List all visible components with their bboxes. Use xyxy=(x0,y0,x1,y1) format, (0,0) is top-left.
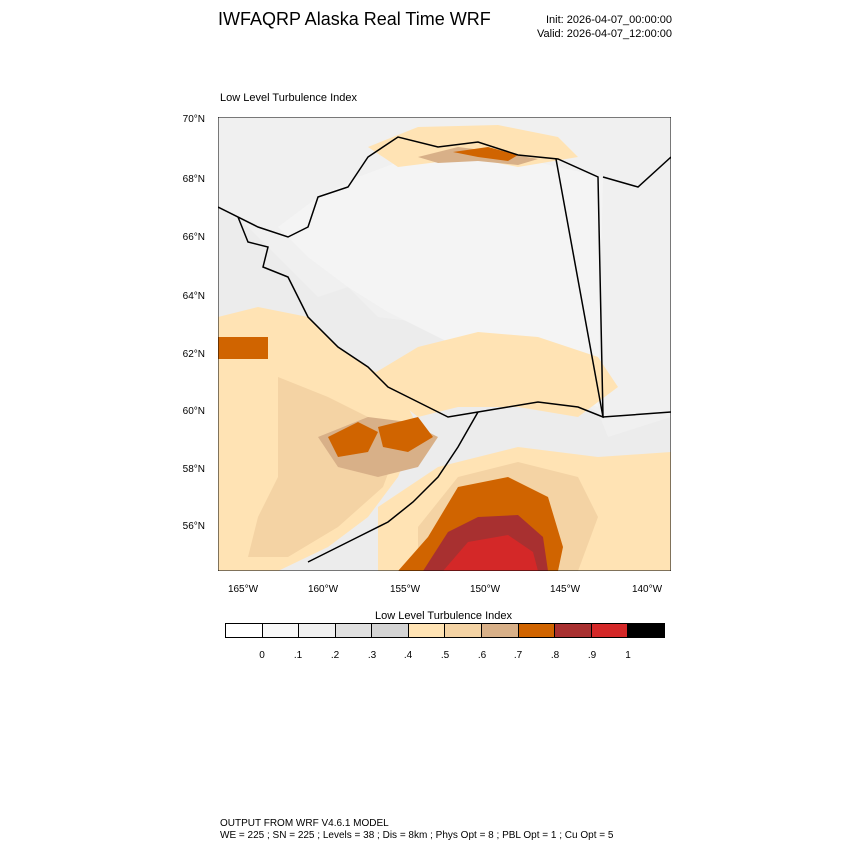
lon-label: 145°W xyxy=(549,584,581,595)
colorbar-label: .6 xyxy=(477,650,487,661)
colorbar-swatch xyxy=(445,624,483,637)
lat-label: 60°N xyxy=(182,406,205,417)
init-time: Init: 2026-04-07_00:00:00 xyxy=(546,14,672,26)
colorbar-label: .4 xyxy=(403,650,413,661)
gulf-red xyxy=(443,535,538,571)
colorbar-label: 1 xyxy=(625,650,631,661)
lat-label: 66°N xyxy=(182,232,205,243)
colorbar-swatch xyxy=(262,624,300,637)
colorbar-label: .5 xyxy=(440,650,450,661)
lon-label: 160°W xyxy=(307,584,339,595)
valid-time: Valid: 2026-04-07_12:00:00 xyxy=(537,28,672,40)
lon-label: 150°W xyxy=(469,584,501,595)
turbulence-map xyxy=(218,117,671,571)
page-title: IWFAQRP Alaska Real Time WRF xyxy=(218,9,491,29)
lat-label: 56°N xyxy=(182,521,205,532)
lat-label: 62°N xyxy=(182,349,205,360)
colorbar-swatch xyxy=(226,624,263,637)
coastline xyxy=(218,136,604,419)
canada-coast xyxy=(602,156,671,188)
west-orange-patch xyxy=(218,337,268,359)
colorbar-swatch xyxy=(518,624,556,637)
colorbar-swatch xyxy=(299,624,336,637)
colorbar-swatch xyxy=(555,624,592,637)
colorbar-label: .9 xyxy=(587,650,597,661)
model-params: WE = 225 ; SN = 225 ; Levels = 38 ; Dis … xyxy=(220,830,614,841)
lat-label: 68°N xyxy=(182,174,205,185)
footer: OUTPUT FROM WRF V4.6.1 MODEL WE = 225 ; … xyxy=(220,818,613,842)
model-info: OUTPUT FROM WRF V4.6.1 MODEL xyxy=(220,818,389,829)
colorbar-swatch xyxy=(408,624,446,637)
colorbar-label: .2 xyxy=(330,650,340,661)
colorbar-swatch xyxy=(628,624,664,637)
central-band xyxy=(368,332,618,417)
colorbar-label: .7 xyxy=(513,650,523,661)
colorbar-label: 0 xyxy=(259,650,265,661)
lon-label: 155°W xyxy=(389,584,421,595)
lon-label: 140°W xyxy=(631,584,663,595)
colorbar-swatch xyxy=(372,624,409,637)
border-line xyxy=(555,158,671,418)
peninsula-coast xyxy=(307,411,479,563)
central-orange xyxy=(328,422,378,457)
colorbar-swatch xyxy=(591,624,629,637)
arctic-orange xyxy=(453,147,518,161)
lat-label: 64°N xyxy=(182,291,205,302)
central-orange-2 xyxy=(378,417,433,452)
time-info: Init: 2026-04-07_00:00:00 Valid: 2026-04… xyxy=(537,13,672,41)
map-label: Low Level Turbulence Index xyxy=(220,92,357,104)
colorbar xyxy=(225,623,665,638)
lat-label: 70°N xyxy=(182,114,205,125)
lat-label: 58°N xyxy=(182,464,205,475)
colorbar-title: Low Level Turbulence Index xyxy=(375,610,512,622)
colorbar-label: .1 xyxy=(293,650,303,661)
colorbar-swatch xyxy=(482,624,519,637)
colorbar-label: .3 xyxy=(367,650,377,661)
colorbar-label: .8 xyxy=(550,650,560,661)
lon-label: 165°W xyxy=(227,584,259,595)
colorbar-swatch xyxy=(335,624,373,637)
